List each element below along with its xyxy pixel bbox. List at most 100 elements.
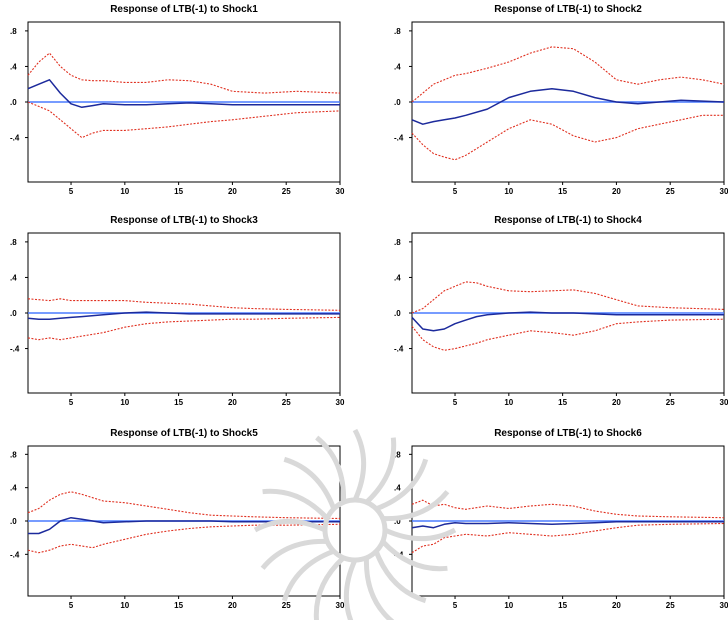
panel-6-xtick-label: 15 bbox=[558, 601, 567, 610]
panel-5-ytick-label: .0 bbox=[10, 517, 17, 526]
panel-4: Response of LTB(-1) to Shock4 .8 .4 .0 -.4 5 1… bbox=[394, 215, 728, 407]
panel-6-irf-line bbox=[411, 521, 724, 529]
panel-1: Response of LTB(-1) to Shock1 .8 .4 .0 -.4 5 1… bbox=[10, 4, 345, 196]
watermark-petal bbox=[283, 456, 337, 510]
panel-1-irf-line bbox=[27, 79, 340, 109]
watermark-petal bbox=[363, 557, 395, 620]
watermark-petal bbox=[382, 490, 450, 522]
panel-5-lower-band-line bbox=[27, 523, 341, 554]
watermark-petal bbox=[375, 458, 429, 512]
panel-2-ytick-label: .4 bbox=[394, 62, 401, 71]
panel-5-xtick-label: 10 bbox=[120, 601, 129, 610]
panel-3-lower-band-line bbox=[27, 316, 341, 341]
panel-4-lower-band-line bbox=[411, 318, 725, 351]
panel-6-lower-band-line bbox=[411, 522, 725, 554]
panel-4-xtick-label: 5 bbox=[453, 398, 458, 407]
panel-1-xtick-label: 15 bbox=[174, 187, 183, 196]
panel-3-ytick-label: .4 bbox=[10, 273, 17, 282]
panel-2-title: Response of LTB(-1) to Shock2 bbox=[494, 4, 642, 15]
panel-2-xtick-label: 5 bbox=[453, 187, 458, 196]
panel-4-ytick-label: .0 bbox=[394, 309, 401, 318]
panel-5-title: Response of LTB(-1) to Shock5 bbox=[110, 428, 258, 439]
watermark-petal bbox=[262, 488, 330, 521]
panel-1-ytick-label: .4 bbox=[10, 62, 17, 71]
panel-6-xtick-label: 20 bbox=[612, 601, 621, 610]
panel-3-xtick-label: 20 bbox=[228, 398, 237, 407]
panel-5-xtick-label: 15 bbox=[174, 601, 183, 610]
panel-3-xtick-label: 30 bbox=[336, 398, 345, 407]
panel-4-ytick-label: -.4 bbox=[394, 345, 404, 354]
panel-4-ytick-label: .8 bbox=[394, 238, 401, 247]
watermark-petal bbox=[281, 548, 335, 602]
panel-2-upper-band-line bbox=[411, 46, 725, 103]
watermark-petal bbox=[260, 538, 328, 570]
watermark-petal bbox=[315, 435, 347, 503]
panel-3-xtick-label: 5 bbox=[69, 398, 74, 407]
panel-6-ytick-label: .0 bbox=[394, 517, 401, 526]
panel-2-xtick-label: 25 bbox=[666, 187, 675, 196]
panel-5-upper-band-line bbox=[27, 491, 341, 520]
panel-1-xtick-label: 10 bbox=[120, 187, 129, 196]
panel-2-ytick-label: .8 bbox=[394, 27, 401, 36]
panel-3: Response of LTB(-1) to Shock3 .8 .4 .0 -.4 5 1… bbox=[10, 215, 345, 407]
panel-3-ytick-label: .8 bbox=[10, 238, 17, 247]
panel-5-irf-line bbox=[28, 516, 340, 535]
panel-4-upper-band-line bbox=[411, 281, 725, 314]
panel-1-upper-band-line bbox=[27, 52, 341, 94]
panel-3-ytick-label: .0 bbox=[10, 309, 17, 318]
panel-4-xtick-label: 30 bbox=[720, 398, 728, 407]
panel-5: Response of LTB(-1) to Shock5 .8 .4 .0 -.4 5 1… bbox=[10, 428, 345, 610]
panel-4-xtick-label: 20 bbox=[612, 398, 621, 407]
watermark-petal bbox=[343, 558, 358, 620]
watermark-petal bbox=[380, 539, 448, 572]
panel-1-xtick-label: 5 bbox=[69, 187, 74, 196]
panel-3-title: Response of LTB(-1) to Shock3 bbox=[110, 215, 258, 226]
panel-2: Response of LTB(-1) to Shock2 .8 .4 .0 -.4 5 1… bbox=[394, 4, 728, 196]
panel-4-title: Response of LTB(-1) to Shock4 bbox=[494, 215, 642, 226]
panel-1-ytick-label: .8 bbox=[10, 27, 17, 36]
panel-6: Response of LTB(-1) to Shock6.8.4.0-.45 1… bbox=[394, 428, 728, 610]
panel-1-ytick-label: -.4 bbox=[10, 134, 20, 143]
watermark-petal bbox=[253, 518, 327, 533]
panel-2-xtick-label: 20 bbox=[612, 187, 621, 196]
panel-6-xtick-label: 10 bbox=[504, 601, 513, 610]
watermark-ring bbox=[322, 497, 388, 563]
panel-3-xtick-label: 10 bbox=[120, 398, 129, 407]
panel-4-ytick-label: .4 bbox=[394, 273, 401, 282]
watermark-petal bbox=[313, 555, 346, 620]
panel-2-ytick-label: .0 bbox=[394, 98, 401, 107]
watermark-petal bbox=[373, 550, 427, 604]
panel-2-xtick-label: 10 bbox=[504, 187, 513, 196]
panel-3-xtick-label: 25 bbox=[282, 398, 291, 407]
panel-2-ytick-label: -.4 bbox=[394, 134, 404, 143]
panel-5-xtick-label: 30 bbox=[336, 601, 345, 610]
panel-5-ytick-label: -.4 bbox=[10, 550, 20, 559]
panel-3-ytick-label: -.4 bbox=[10, 345, 20, 354]
watermark-petal bbox=[352, 428, 367, 502]
panel-1-ytick-label: .0 bbox=[10, 98, 17, 107]
panel-2-xtick-label: 30 bbox=[720, 187, 728, 196]
panel-6-ytick-label: .4 bbox=[394, 484, 401, 493]
panel-3-upper-band-line bbox=[27, 298, 341, 311]
watermark-petal bbox=[364, 437, 397, 505]
panel-6-title: Response of LTB(-1) to Shock6 bbox=[494, 428, 642, 439]
panel-6-upper-band-line bbox=[411, 499, 725, 519]
panel-5-xtick-label: 25 bbox=[282, 601, 291, 610]
panel-6-xtick-label: 5 bbox=[453, 601, 458, 610]
panel-5-ytick-label: .4 bbox=[10, 484, 17, 493]
panel-4-xtick-label: 15 bbox=[558, 398, 567, 407]
panel-4-xtick-label: 25 bbox=[666, 398, 675, 407]
panel-5-xtick-label: 5 bbox=[69, 601, 74, 610]
panel-1-xtick-label: 20 bbox=[228, 187, 237, 196]
panel-6-xtick-label: 25 bbox=[666, 601, 675, 610]
panel-5-ytick-label: .8 bbox=[10, 450, 17, 459]
watermark-petal bbox=[383, 527, 457, 542]
panel-4-xtick-label: 10 bbox=[504, 398, 513, 407]
panel-1-xtick-label: 30 bbox=[336, 187, 345, 196]
panel-2-irf-line bbox=[411, 87, 725, 125]
panel-3-irf-line bbox=[27, 311, 340, 320]
panel-4-irf-line bbox=[411, 311, 724, 332]
panel-2-xtick-label: 15 bbox=[558, 187, 567, 196]
panel-6-xtick-label: 30 bbox=[720, 601, 728, 610]
panel-2-lower-band-line bbox=[411, 114, 724, 161]
